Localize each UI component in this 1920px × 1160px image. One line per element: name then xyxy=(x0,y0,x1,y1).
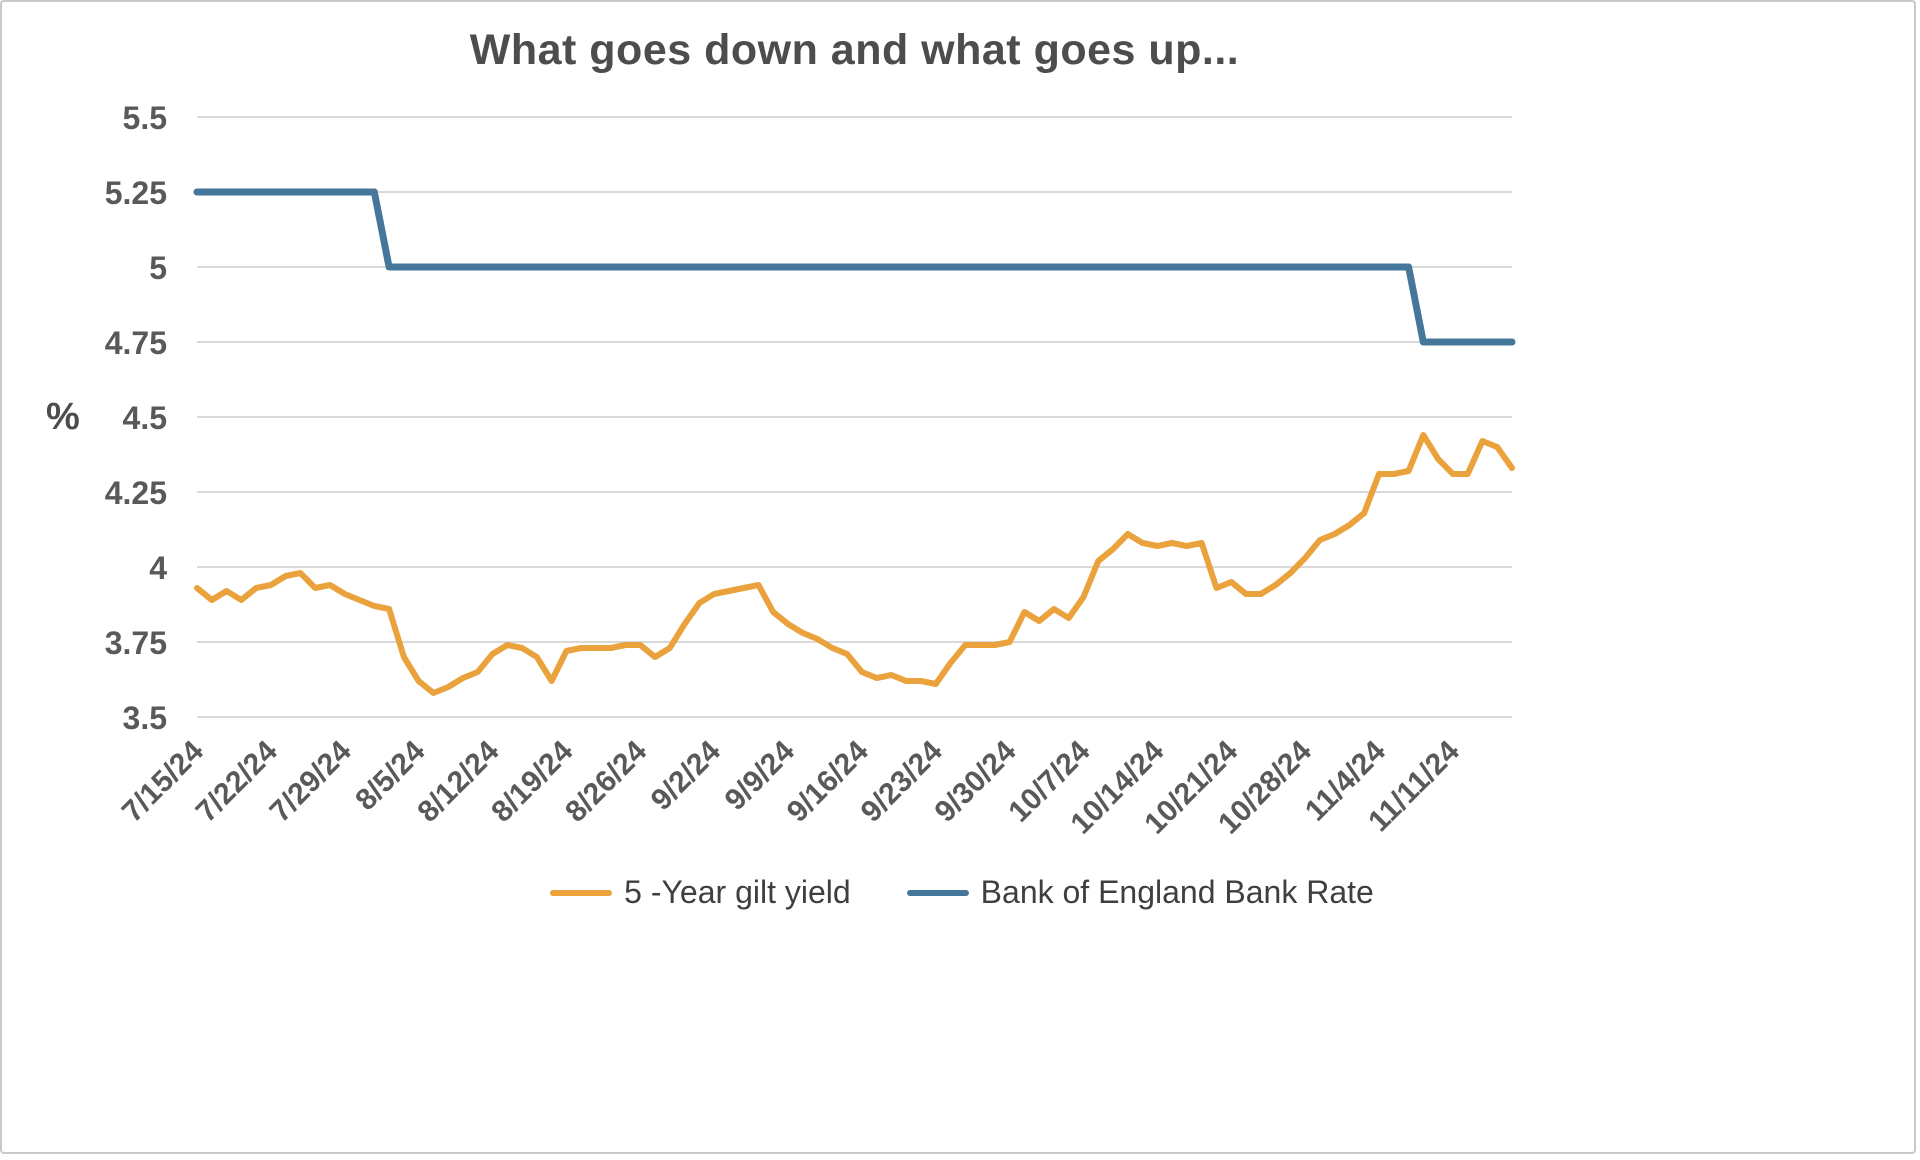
x-tick-label: 9/30/24 xyxy=(928,734,1022,828)
gilt-yield-line xyxy=(194,432,1515,696)
y-tick-label: 3.5 xyxy=(123,700,167,736)
legend-label-gilt-yield: 5 -Year gilt yield xyxy=(624,874,851,910)
y-tick-label: 4.75 xyxy=(105,325,167,361)
x-tick-label: 7/15/24 xyxy=(116,734,210,828)
y-tick-label: 5 xyxy=(149,250,167,286)
legend-label-bank-rate: Bank of England Bank Rate xyxy=(980,874,1374,910)
bank-rate-line-swatch xyxy=(906,889,969,896)
x-tick-label: 9/16/24 xyxy=(781,734,875,828)
x-tick-label: 8/12/24 xyxy=(411,734,505,828)
y-tick-label: 4.25 xyxy=(105,475,167,511)
y-axis-unit-label: % xyxy=(46,396,80,438)
legend-item-gilt-yield: 5 -Year gilt yield xyxy=(550,874,851,911)
y-tick-label: 4 xyxy=(149,550,167,586)
chart-title: What goes down and what goes up... xyxy=(469,26,1240,74)
x-tick-label: 8/19/24 xyxy=(485,734,579,828)
legend: 5 -Year gilt yield Bank of England Bank … xyxy=(2,874,1920,911)
y-tick-label: 5.25 xyxy=(105,175,167,211)
y-tick-label: 4.5 xyxy=(123,400,167,436)
y-tick-label: 3.75 xyxy=(105,625,167,661)
gilt-yield-line-swatch xyxy=(550,889,613,896)
y-tick-label: 5.5 xyxy=(123,100,167,136)
bank-rate-line xyxy=(193,188,1516,346)
legend-item-bank-rate: Bank of England Bank Rate xyxy=(906,874,1374,911)
x-tick-label: 9/23/24 xyxy=(855,734,949,828)
x-tick-label: 7/22/24 xyxy=(190,734,284,828)
x-tick-label: 9/2/24 xyxy=(645,734,728,817)
x-tick-label: 8/26/24 xyxy=(559,734,653,828)
x-tick-label: 7/29/24 xyxy=(264,734,358,828)
